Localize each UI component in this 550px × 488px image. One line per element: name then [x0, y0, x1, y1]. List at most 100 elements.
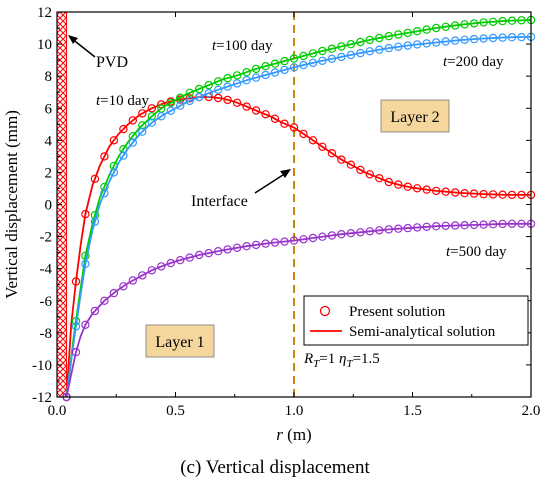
y-tick-label: 2: [45, 165, 53, 181]
data-point: [289, 54, 299, 63]
data-point: [204, 80, 213, 90]
data-point: [413, 184, 422, 193]
data-point: [479, 189, 488, 199]
data-point: [280, 237, 289, 246]
data-point: [451, 36, 460, 45]
data-point: [375, 33, 384, 43]
data-point: [232, 98, 242, 108]
data-point: [194, 84, 204, 94]
data-point: [261, 239, 270, 248]
data-point: [318, 232, 327, 241]
data-point: [365, 170, 374, 179]
data-point: [166, 106, 175, 116]
data-point: [280, 119, 289, 128]
y-tick-label: -4: [40, 262, 53, 278]
data-point: [384, 177, 393, 187]
y-tick-label: -8: [40, 326, 53, 342]
data-point: [375, 226, 384, 235]
y-tick-label: 12: [37, 5, 52, 21]
interface-label: Interface: [191, 193, 248, 210]
data-point: [384, 225, 393, 234]
data-point: [109, 168, 119, 177]
t100-label: t=100 day: [212, 38, 273, 54]
data-point: [394, 30, 403, 39]
data-point: [251, 106, 261, 115]
data-point: [318, 56, 327, 66]
data-point: [90, 306, 100, 316]
data-point: [100, 152, 109, 161]
data-point: [166, 98, 175, 108]
data-point: [413, 40, 422, 49]
data-point: [469, 34, 479, 44]
data-point: [403, 223, 412, 233]
data-point: [403, 41, 412, 50]
legend-box: [303, 295, 529, 346]
data-point: [413, 27, 422, 36]
data-point: [289, 63, 299, 72]
data-point: [109, 288, 119, 298]
data-point: [270, 68, 280, 77]
data-point: [337, 229, 346, 239]
data-point: [270, 114, 280, 124]
data-point: [185, 94, 194, 103]
data-point: [365, 227, 374, 236]
data-point: [432, 38, 441, 47]
data-point: [147, 104, 156, 113]
data-point: [517, 219, 526, 228]
data-point: [223, 245, 232, 254]
x-tick-label: 2.0: [522, 403, 541, 419]
data-point: [242, 102, 251, 111]
data-point: [422, 39, 431, 48]
data-point: [194, 92, 204, 102]
data-point: [488, 33, 498, 43]
data-point: [375, 45, 384, 54]
data-point: [138, 127, 147, 136]
y-tick-label: 4: [45, 133, 53, 149]
data-point: [280, 65, 289, 75]
params-label: RT=1 ηT=1.5: [303, 351, 380, 370]
data-point: [479, 34, 488, 43]
data-point: [498, 219, 507, 229]
data-point: [232, 243, 242, 252]
data-point: [261, 110, 270, 119]
y-tick-label: -12: [32, 390, 52, 406]
data-point: [517, 16, 526, 25]
layer1-box: [145, 324, 215, 358]
data-point: [204, 248, 213, 258]
data-point: [242, 75, 251, 85]
data-point: [460, 220, 469, 230]
data-point: [498, 16, 507, 26]
data-point: [479, 18, 488, 27]
data-point: [128, 138, 137, 147]
data-point: [318, 142, 327, 151]
data-point: [441, 221, 450, 230]
series-3: [62, 219, 536, 402]
data-point: [81, 320, 90, 329]
data-point: [432, 186, 441, 196]
data-point: [232, 79, 242, 88]
y-tick-label: -2: [40, 230, 53, 246]
data-point: [138, 121, 147, 130]
y-axis-label: Vertical displacement (mm): [2, 110, 21, 299]
data-point: [299, 60, 308, 70]
data-point: [422, 222, 431, 231]
data-point: [460, 35, 469, 45]
x-axis-label: r (m): [276, 425, 311, 444]
data-point: [327, 148, 337, 158]
y-tick-label: 8: [45, 69, 53, 85]
data-point: [318, 46, 327, 56]
data-point: [346, 40, 356, 49]
data-point: [384, 43, 393, 53]
data-point: [242, 67, 251, 77]
data-point: [441, 37, 450, 46]
data-point: [128, 276, 137, 285]
data-point: [175, 256, 185, 265]
data-point: [213, 93, 223, 103]
data-point: [365, 35, 374, 45]
data-point: [261, 70, 270, 80]
data-point: [422, 185, 431, 194]
data-point: [441, 22, 450, 31]
x-tick-label: 0.0: [48, 403, 67, 419]
data-point: [469, 19, 479, 28]
legend-semi: Semi-analytical solution: [349, 324, 496, 340]
